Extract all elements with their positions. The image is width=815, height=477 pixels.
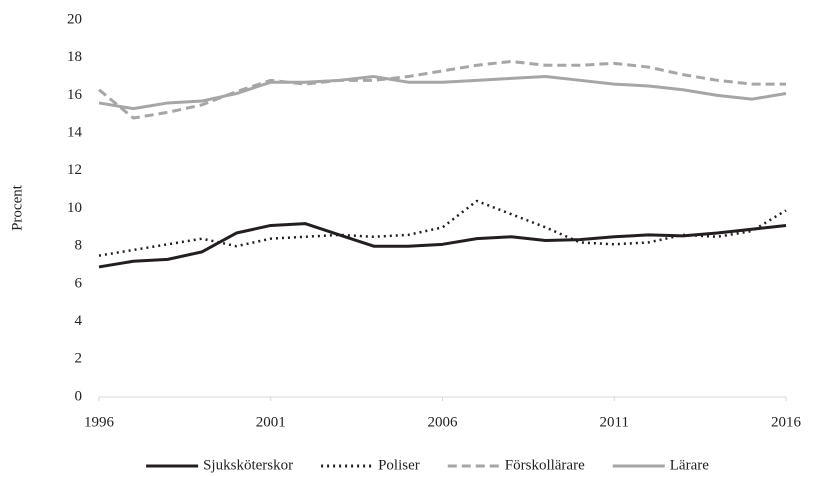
y-tick-label: 20 [67,11,82,27]
series-line [98,75,787,111]
y-axis-label: Procent [9,184,25,231]
y-tick-label: 12 [67,162,82,178]
y-tick-label: 2 [75,351,83,367]
y-tick-label: 18 [67,49,82,65]
legend-label: Förskollärare [505,457,585,473]
legend-label: Poliser [378,457,420,473]
y-tick-label: 16 [67,87,83,103]
x-tick-label: 1996 [84,414,115,430]
y-tick-label: 0 [75,388,83,404]
y-tick-label: 8 [75,238,83,254]
series-line [98,59,786,120]
x-tick-label: 2016 [771,414,802,430]
y-tick-label: 6 [75,275,83,291]
x-tick-label: 2006 [428,414,459,430]
series-line [98,222,787,269]
legend-label: Lärare [670,457,709,473]
y-tick-label: 4 [75,313,83,329]
y-tick-label: 10 [67,200,82,216]
x-tick-label: 2011 [600,414,629,430]
x-tick-label: 2001 [256,414,286,430]
series-line [98,199,787,257]
y-tick-label: 14 [67,125,83,141]
legend-label: Sjuksköterskor [203,457,293,473]
